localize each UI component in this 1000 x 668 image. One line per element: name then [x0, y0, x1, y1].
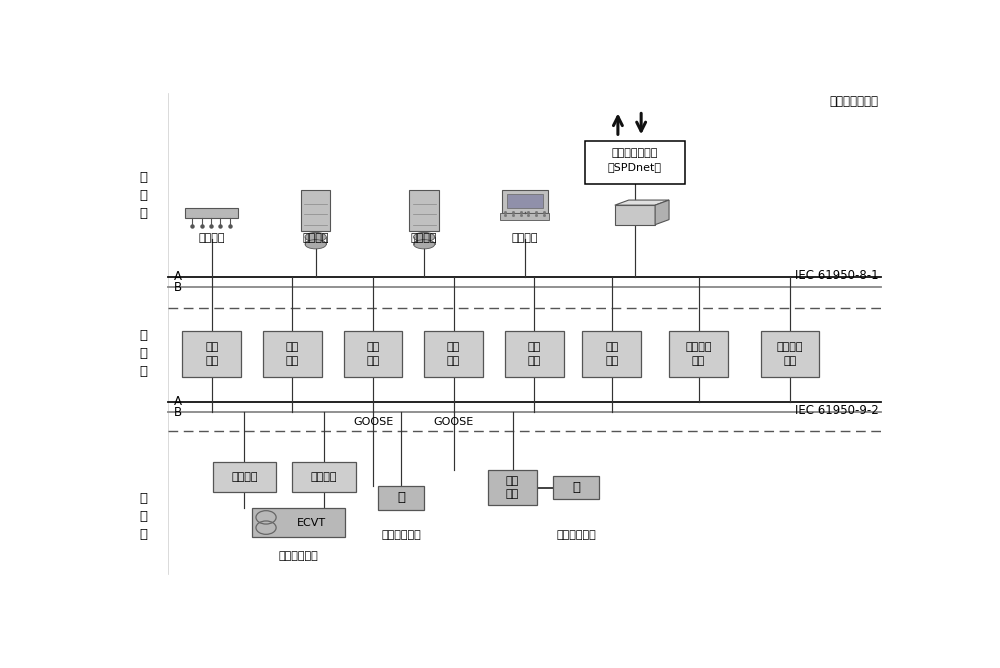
- Text: 数据中心: 数据中心: [302, 232, 329, 242]
- FancyBboxPatch shape: [669, 331, 728, 377]
- FancyBboxPatch shape: [507, 194, 543, 208]
- Text: 动态
测量: 动态 测量: [366, 343, 380, 366]
- FancyBboxPatch shape: [505, 331, 564, 377]
- Text: 电力调动数据网
（SPDnet）: 电力调动数据网 （SPDnet）: [608, 148, 662, 172]
- Text: 应用集成: 应用集成: [411, 232, 437, 242]
- FancyBboxPatch shape: [615, 205, 655, 224]
- Polygon shape: [655, 200, 669, 224]
- FancyBboxPatch shape: [252, 508, 345, 538]
- FancyBboxPatch shape: [502, 190, 548, 213]
- Text: IEC 61950-8-1: IEC 61950-8-1: [795, 269, 878, 282]
- Text: 监控
单元: 监控 单元: [605, 343, 618, 366]
- Text: A: A: [174, 395, 182, 408]
- FancyBboxPatch shape: [185, 208, 238, 218]
- FancyBboxPatch shape: [585, 142, 685, 184]
- Text: 常规一次设备: 常规一次设备: [556, 530, 596, 540]
- FancyBboxPatch shape: [761, 331, 819, 377]
- FancyBboxPatch shape: [213, 462, 276, 492]
- FancyBboxPatch shape: [582, 331, 641, 377]
- FancyBboxPatch shape: [500, 213, 549, 220]
- Ellipse shape: [414, 240, 435, 249]
- Text: GOOSE: GOOSE: [353, 417, 393, 427]
- Ellipse shape: [305, 232, 326, 242]
- Text: 对时系统: 对时系统: [199, 232, 225, 242]
- FancyBboxPatch shape: [301, 190, 330, 231]
- Text: ECVT: ECVT: [296, 518, 326, 528]
- Polygon shape: [615, 200, 669, 205]
- Text: 操作员站: 操作员站: [512, 232, 538, 242]
- FancyBboxPatch shape: [292, 462, 356, 492]
- Text: ～: ～: [397, 492, 405, 504]
- Text: 站
控
层: 站 控 层: [140, 172, 148, 220]
- FancyBboxPatch shape: [424, 331, 483, 377]
- Text: 扰动
测量: 扰动 测量: [528, 343, 541, 366]
- Text: 标准接口服务器: 标准接口服务器: [829, 96, 878, 108]
- FancyBboxPatch shape: [409, 190, 439, 231]
- FancyBboxPatch shape: [553, 476, 599, 500]
- Text: A: A: [174, 270, 182, 283]
- Text: 保护
单元: 保护 单元: [205, 343, 218, 366]
- FancyBboxPatch shape: [488, 470, 537, 505]
- Ellipse shape: [414, 232, 435, 242]
- Text: 合并单元: 合并单元: [311, 472, 337, 482]
- Text: 合并单元: 合并单元: [231, 472, 258, 482]
- FancyBboxPatch shape: [182, 331, 241, 377]
- Text: 安全防控
终端: 安全防控 终端: [777, 343, 803, 366]
- Text: GOOSE: GOOSE: [433, 417, 474, 427]
- Text: 计量
单元: 计量 单元: [447, 343, 460, 366]
- Ellipse shape: [305, 240, 326, 249]
- Text: 智能一次设备: 智能一次设备: [381, 530, 421, 540]
- FancyBboxPatch shape: [344, 331, 402, 377]
- Text: 电源监控
终端: 电源监控 终端: [685, 343, 712, 366]
- FancyBboxPatch shape: [263, 331, 322, 377]
- Text: B: B: [174, 406, 182, 419]
- Text: 智能
终端: 智能 终端: [506, 476, 519, 500]
- Text: 测控
单元: 测控 单元: [286, 343, 299, 366]
- Text: 电子式互感器: 电子式互感器: [279, 551, 318, 561]
- Text: B: B: [174, 281, 182, 294]
- Text: 过
程
层: 过 程 层: [140, 492, 148, 541]
- FancyBboxPatch shape: [378, 486, 424, 510]
- Text: IEC 61950-9-2: IEC 61950-9-2: [795, 404, 878, 417]
- Text: ～: ～: [572, 481, 580, 494]
- Text: 间
隔
层: 间 隔 层: [140, 329, 148, 378]
